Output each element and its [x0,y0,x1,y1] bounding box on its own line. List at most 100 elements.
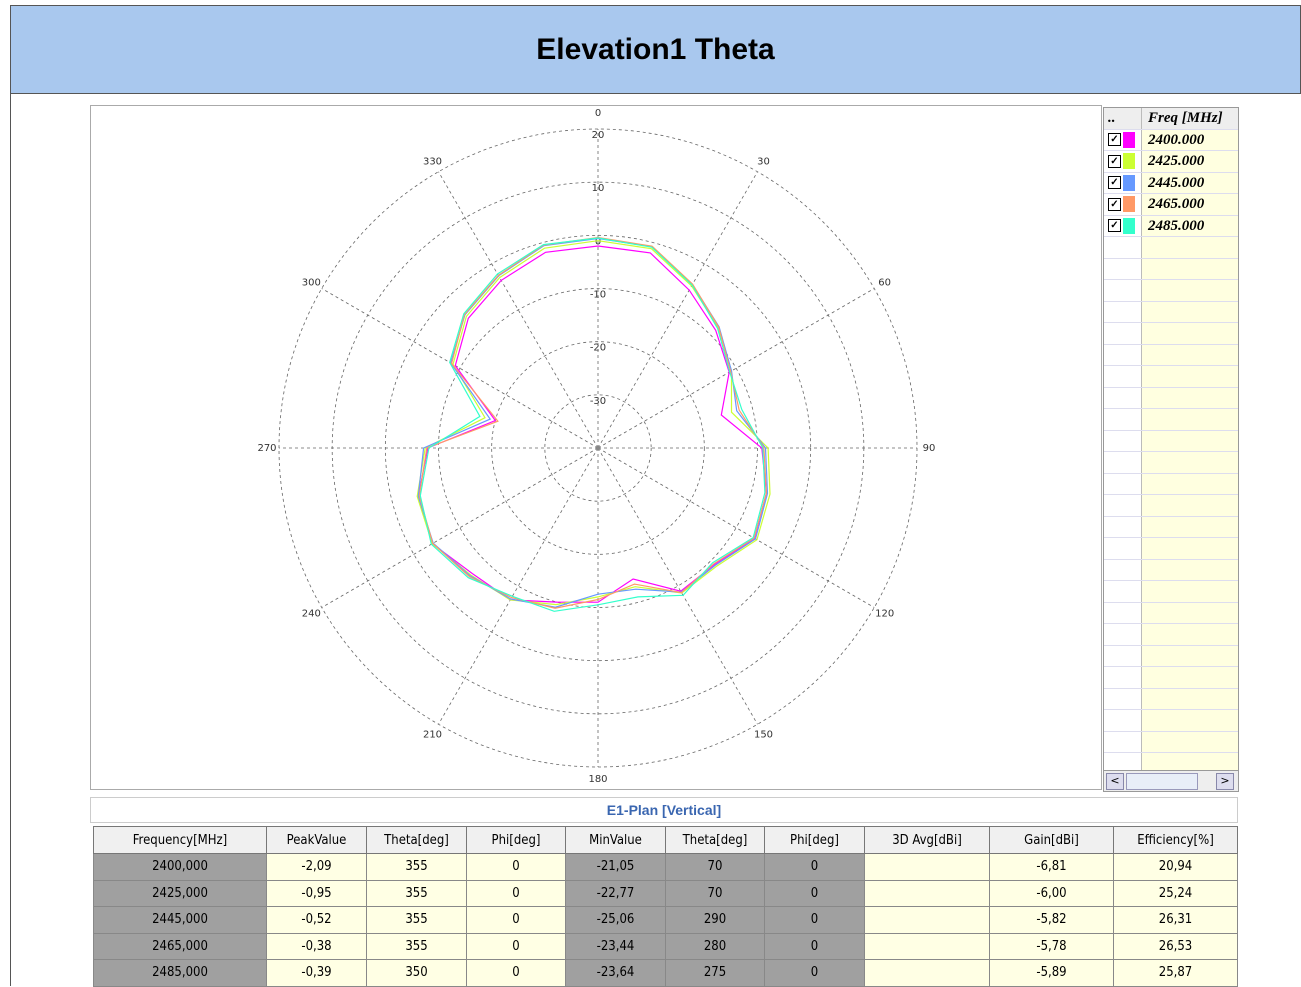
legend-cell [1104,710,1142,731]
table-row: 2400,000 -2,09 355 0 -21,05 70 0 -6,81 20,94 [93,853,1238,881]
legend-cell [1142,430,1238,451]
table-row: 2465,000 -0,38 355 0 -23,44 280 0 -5,78 26,53 [93,932,1238,960]
legend-swatch [1123,153,1135,170]
legend-cell [1142,753,1238,774]
scroll-left[interactable]: < [1106,773,1124,790]
legend-label: 2465.000 [1142,194,1238,215]
legend: .. Freq [MHz] ✓ 2400.000 ✓ 2425.000 ✓ 2445.000… [1103,107,1239,792]
table-cell: 290 [665,906,765,934]
legend-swatch [1123,174,1135,191]
table-cell: 0 [764,959,865,987]
polar-chart: -30-20-100102003060901201501802102402703… [90,105,1102,790]
legend-header: .. [1104,108,1142,129]
table-cell: 355 [366,932,467,960]
table-cell: 20,94 [1113,853,1238,881]
table-cell: -2,09 [266,853,367,881]
legend-cell [1104,366,1142,387]
legend-label: 2400.000 [1142,129,1238,150]
table-cell: 2445,000 [93,906,267,934]
legend-cell [1142,731,1238,752]
table-cell: 0 [466,959,566,987]
grid-spoke [321,288,599,449]
table-cell: 25,87 [1113,959,1238,987]
column-header: Phi[deg] [466,826,566,854]
legend-cell [1142,387,1238,408]
scroll-thumb[interactable] [1126,773,1198,790]
grid-circle [491,341,705,555]
legend-row [1104,538,1238,560]
legend-cell [1104,602,1142,623]
header: Elevation1 Theta [10,5,1301,94]
r-tick-label: -20 [590,343,606,354]
theta-tick-label: 90 [923,443,936,454]
legend-row [1104,710,1238,732]
series-line [419,237,766,612]
legend-cell [1142,473,1238,494]
column-header: Theta[deg] [366,826,467,854]
legend-header: Freq [MHz] [1142,108,1238,129]
grid-spoke [438,171,599,449]
legend-row [1104,409,1238,431]
legend-row [1104,645,1238,667]
table-cell: -0,39 [266,959,367,987]
legend-row [1104,323,1238,345]
table-cell: 0 [764,932,865,960]
legend-swatch [1123,217,1135,234]
column-header: Phi[deg] [764,826,865,854]
table-cell: 275 [665,959,765,987]
table-cell: -0,52 [266,906,367,934]
legend-row: ✓ 2400.000 [1104,129,1238,151]
legend-checkbox[interactable]: ✓ [1108,154,1121,168]
column-header: 3D Avg[dBi] [864,826,990,854]
table-cell: 350 [366,959,467,987]
table-cell: -23,44 [565,932,666,960]
table-cell: 355 [366,879,467,907]
legend-cell: ✓ [1104,151,1142,172]
legend-checkbox[interactable]: ✓ [1108,197,1121,211]
column-header: Frequency[MHz] [93,826,267,854]
legend-cell [1142,581,1238,602]
legend-checkbox[interactable]: ✓ [1108,133,1121,147]
legend-row [1104,516,1238,538]
theta-tick-label: 300 [302,278,321,289]
theta-tick-label: 0 [595,108,601,119]
legend-cell [1142,710,1238,731]
column-header: PeakValue [266,826,367,854]
table-cell: 0 [466,906,566,934]
legend-cell [1142,516,1238,537]
scroll-right[interactable]: > [1216,773,1234,790]
table-cell: -6,00 [989,879,1114,907]
legend-row: ✓ 2465.000 [1104,194,1238,216]
legend-cell [1104,645,1142,666]
legend-cell [1104,731,1142,752]
scrollbar[interactable]: < > [1104,770,1238,791]
table-cell: 0 [764,879,865,907]
table-cell: 2465,000 [93,932,267,960]
legend-row [1104,452,1238,474]
table-cell: 26,31 [1113,906,1238,934]
legend-cell [1104,753,1142,774]
table-cell [864,906,990,934]
grid-circle [438,288,758,608]
legend-cell [1142,688,1238,709]
legend-cell [1142,559,1238,580]
legend-checkbox[interactable]: ✓ [1108,176,1121,190]
legend-row [1104,344,1238,366]
table-cell: 0 [466,879,566,907]
legend-cell [1142,495,1238,516]
table-cell: -25,06 [565,906,666,934]
legend-cell [1142,301,1238,322]
legend-cell [1142,258,1238,279]
table-cell: -0,95 [266,879,367,907]
legend-cell [1104,344,1142,365]
table-cell: 26,53 [1113,932,1238,960]
theta-tick-label: 240 [302,609,321,620]
legend-cell [1142,602,1238,623]
legend-row: ✓ 2485.000 [1104,215,1238,237]
table-row: 2445,000 -0,52 355 0 -25,06 290 0 -5,82 26,31 [93,906,1238,934]
legend-checkbox[interactable]: ✓ [1108,219,1121,233]
legend-row [1104,688,1238,710]
legend-cell [1142,323,1238,344]
table-cell: 355 [366,853,467,881]
series-line [418,236,768,609]
